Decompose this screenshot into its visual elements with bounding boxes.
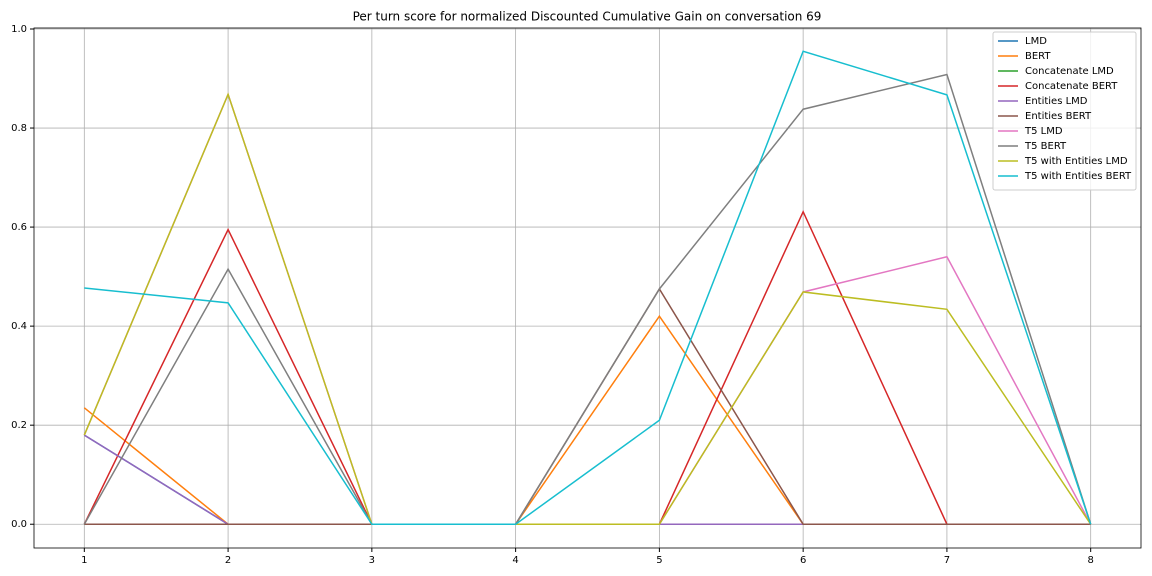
- legend-label: Entities BERT: [1025, 111, 1092, 122]
- y-tick-label: 0.6: [11, 222, 27, 233]
- x-tick-label: 4: [512, 555, 518, 566]
- y-tick-label: 0.4: [11, 321, 27, 332]
- x-tick-label: 7: [944, 555, 950, 566]
- legend-label: Concatenate BERT: [1025, 81, 1118, 92]
- plot-frame: [33, 27, 1142, 549]
- series-line: [83, 434, 1091, 525]
- x-tick-label: 3: [369, 555, 375, 566]
- legend-label: T5 BERT: [1024, 141, 1067, 152]
- legend-box: [992, 31, 1137, 191]
- x-tick-label: 1: [81, 555, 87, 566]
- series-line: [83, 73, 1092, 525]
- series-line: [84, 50, 1092, 525]
- x-tick-label: 5: [656, 555, 662, 566]
- x-tick-label: 6: [800, 555, 806, 566]
- series-line: [83, 92, 1092, 525]
- legend-label: Entities LMD: [1025, 96, 1088, 107]
- series-line: [83, 314, 1091, 525]
- y-tick-label: 0.8: [11, 123, 27, 134]
- legend-label: T5 with Entities BERT: [1024, 171, 1132, 182]
- x-tick-label: 8: [1087, 555, 1093, 566]
- y-tick-label: 0.0: [11, 519, 27, 530]
- legend-label: LMD: [1025, 36, 1047, 47]
- y-tick-label: 0.2: [11, 420, 27, 431]
- y-tick-label: 1.0: [11, 24, 27, 35]
- x-tick-label: 2: [225, 555, 231, 566]
- series-line: [83, 92, 1092, 525]
- legend-label: T5 with Entities LMD: [1024, 156, 1128, 167]
- legend-label: BERT: [1025, 51, 1051, 62]
- series-line: [83, 434, 1091, 525]
- legend-label: Concatenate LMD: [1025, 66, 1114, 77]
- chart-title: Per turn score for normalized Discounted…: [353, 10, 822, 24]
- legend-label: T5 LMD: [1024, 126, 1063, 137]
